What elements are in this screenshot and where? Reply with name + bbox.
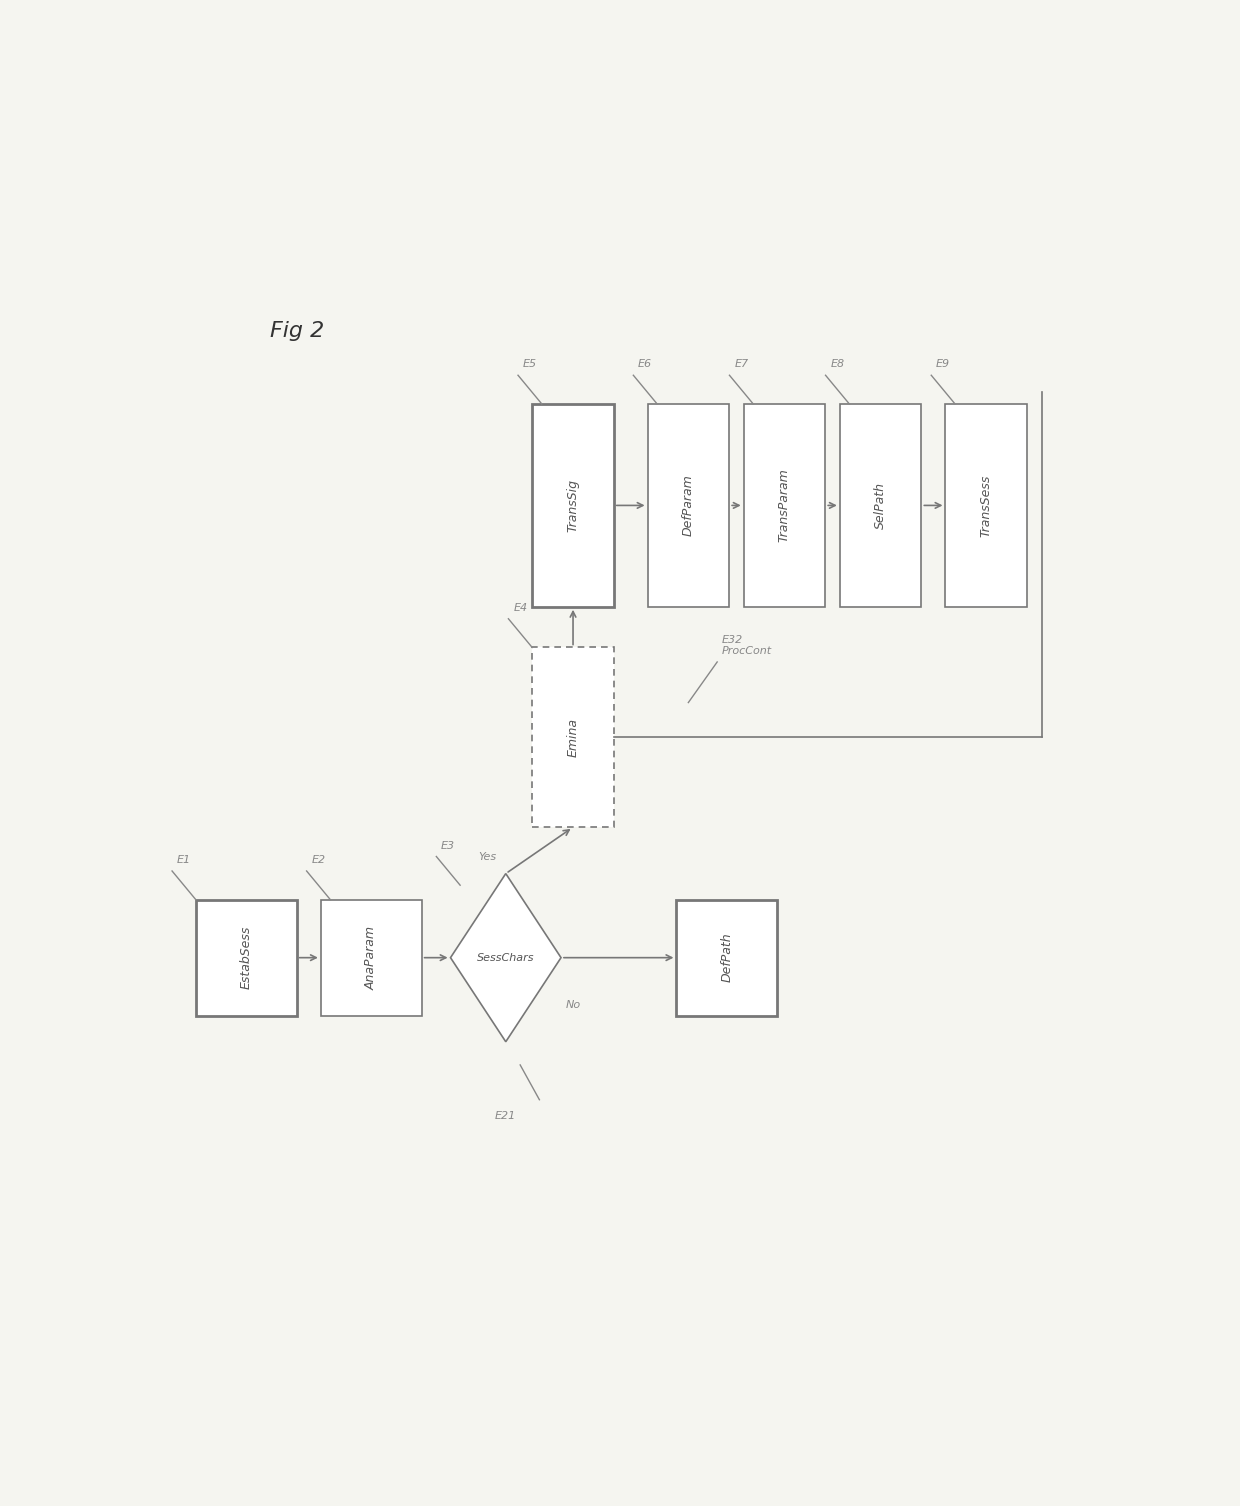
- Text: Emina: Emina: [567, 718, 579, 758]
- Bar: [839, 404, 921, 607]
- Text: E1: E1: [177, 855, 191, 864]
- Bar: [321, 899, 422, 1015]
- Text: SelPath: SelPath: [874, 482, 887, 529]
- Text: E6: E6: [639, 360, 652, 369]
- Text: EstabSess: EstabSess: [239, 926, 253, 989]
- Text: TransSig: TransSig: [567, 479, 579, 532]
- Text: No: No: [565, 1000, 582, 1009]
- Text: DefParam: DefParam: [682, 474, 694, 536]
- Bar: [196, 899, 296, 1015]
- Bar: [647, 404, 729, 607]
- Text: E3: E3: [441, 840, 455, 851]
- Text: E32
ProcCont: E32 ProcCont: [722, 634, 773, 657]
- Text: Yes: Yes: [479, 852, 496, 861]
- Text: E9: E9: [936, 360, 950, 369]
- Text: E5: E5: [523, 360, 537, 369]
- Text: E7: E7: [734, 360, 749, 369]
- Bar: [532, 404, 614, 607]
- Text: E21: E21: [495, 1111, 516, 1122]
- Text: Fig 2: Fig 2: [270, 321, 325, 342]
- Text: TransParam: TransParam: [777, 468, 791, 542]
- Text: E2: E2: [311, 855, 326, 864]
- Text: DefPath: DefPath: [720, 932, 733, 982]
- Text: TransSess: TransSess: [980, 474, 993, 536]
- Bar: [532, 648, 614, 827]
- Text: E4: E4: [513, 602, 527, 613]
- Bar: [676, 899, 777, 1015]
- Polygon shape: [450, 873, 560, 1042]
- Bar: [744, 404, 826, 607]
- Bar: [945, 404, 1027, 607]
- Text: SessChars: SessChars: [477, 953, 534, 962]
- Text: E8: E8: [831, 360, 844, 369]
- Text: AnaParam: AnaParam: [365, 926, 378, 989]
